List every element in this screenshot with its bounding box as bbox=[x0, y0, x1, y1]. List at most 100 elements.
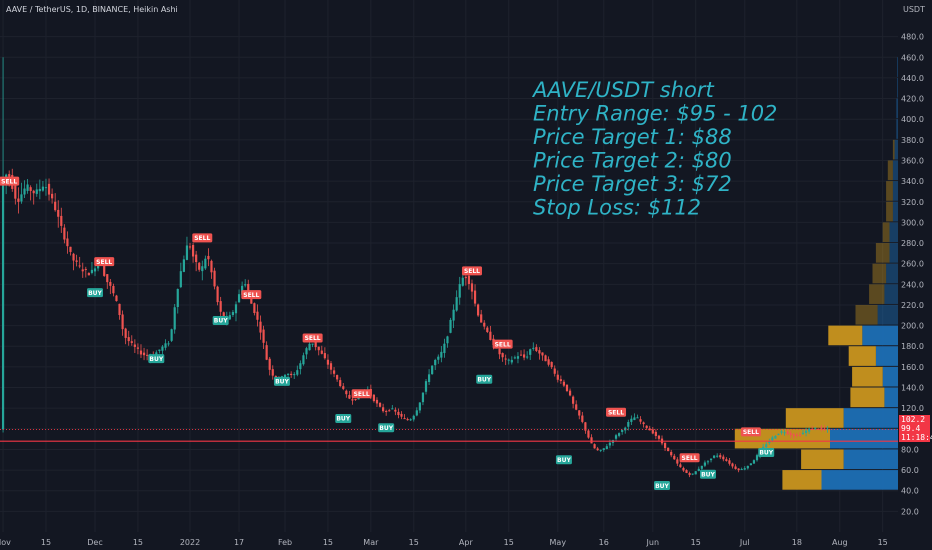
price-tag-label: 102.2 bbox=[901, 415, 925, 424]
candle-body bbox=[173, 307, 176, 330]
candle-body bbox=[700, 465, 703, 469]
candle-body bbox=[538, 350, 541, 354]
candle-body bbox=[1, 182, 5, 430]
x-tick-label: 15 bbox=[878, 538, 888, 547]
candle-body bbox=[470, 283, 474, 292]
candle-body bbox=[299, 363, 302, 370]
candle-body bbox=[60, 215, 63, 226]
candle-body bbox=[556, 374, 559, 380]
price-tag-bg bbox=[899, 415, 930, 424]
candle-body bbox=[314, 342, 317, 348]
candle-body bbox=[268, 358, 271, 370]
candle-body bbox=[234, 304, 238, 314]
candle-body bbox=[449, 319, 452, 333]
buy-signal: BUY bbox=[699, 469, 716, 479]
candle-body bbox=[811, 428, 814, 430]
y-tick-label: 240.0 bbox=[901, 280, 924, 289]
x-tick-label: May bbox=[550, 538, 567, 547]
candle-body bbox=[437, 356, 440, 360]
volume-bar-down bbox=[889, 243, 898, 263]
candle-body bbox=[250, 296, 253, 304]
candle-body bbox=[195, 254, 198, 263]
candle-body bbox=[167, 343, 170, 345]
y-tick-label: 480.0 bbox=[901, 33, 924, 42]
candle-body bbox=[305, 348, 308, 355]
candle-body bbox=[427, 374, 431, 382]
candle-body bbox=[709, 458, 713, 461]
candle-body bbox=[780, 431, 783, 433]
buy-signal: BUY bbox=[87, 288, 104, 298]
sell-signal: SELL bbox=[740, 427, 761, 437]
x-tick-label: 15 bbox=[691, 538, 701, 547]
x-tick-label: 15 bbox=[41, 538, 51, 547]
grid bbox=[0, 0, 898, 532]
candle-body bbox=[605, 446, 608, 449]
signal-label: BUY bbox=[336, 416, 350, 423]
volume-bar-up bbox=[872, 263, 887, 284]
candle-body bbox=[688, 473, 691, 476]
price-tag-label: 99.4 bbox=[901, 424, 920, 433]
candle-body bbox=[458, 284, 461, 298]
candle-body bbox=[575, 404, 578, 410]
candle-body bbox=[23, 188, 26, 195]
candle-body bbox=[685, 470, 688, 473]
candle-body bbox=[170, 329, 173, 341]
candle-body bbox=[526, 356, 529, 358]
candle-body bbox=[783, 432, 786, 434]
candles bbox=[1, 57, 829, 478]
candle-body bbox=[599, 449, 602, 451]
candle-body bbox=[734, 466, 737, 469]
volume-bar-up bbox=[892, 139, 895, 160]
signal-label: BUY bbox=[477, 376, 491, 383]
candle-body bbox=[519, 354, 523, 356]
candle-body bbox=[213, 270, 216, 287]
candle-body bbox=[121, 314, 124, 330]
signal-badge bbox=[461, 266, 482, 276]
signal-badge bbox=[0, 176, 20, 186]
x-tick-label: 15 bbox=[504, 538, 514, 547]
candle-body bbox=[326, 359, 330, 365]
candle-body bbox=[391, 408, 394, 410]
candle-body bbox=[41, 186, 45, 191]
candle-body bbox=[286, 373, 290, 375]
y-tick-label: 60.0 bbox=[901, 466, 919, 475]
signal-badge bbox=[212, 315, 229, 325]
price-tag-bg bbox=[899, 433, 930, 442]
candle-body bbox=[35, 189, 38, 194]
signal-label: SELL bbox=[464, 268, 480, 275]
annotation-line: Entry Range: $95 - 102 bbox=[533, 102, 777, 126]
candle-body bbox=[596, 448, 599, 451]
candle-body bbox=[431, 365, 434, 375]
y-tick-label: 20.0 bbox=[901, 507, 919, 516]
candle-body bbox=[719, 455, 722, 458]
signal-badge bbox=[679, 453, 700, 463]
annotation-line: Stop Loss: $112 bbox=[533, 196, 701, 220]
candle-body bbox=[498, 348, 501, 355]
volume-bar-down bbox=[897, 77, 898, 98]
candle-body bbox=[271, 369, 274, 376]
candle-body bbox=[231, 312, 235, 316]
x-tick-label: Jun bbox=[646, 538, 660, 547]
x-tick-label: Mar bbox=[363, 538, 379, 547]
volume-bar-up bbox=[886, 201, 893, 222]
volume-bar-down bbox=[896, 119, 898, 139]
volume-bar-up bbox=[782, 470, 822, 490]
candle-body bbox=[378, 402, 382, 407]
candle-body bbox=[654, 431, 657, 436]
candle-body bbox=[133, 344, 136, 347]
candle-body bbox=[630, 418, 633, 422]
candle-body bbox=[228, 315, 231, 320]
candle-body bbox=[191, 244, 195, 257]
volume-bar-up bbox=[887, 160, 893, 181]
candle-body bbox=[581, 415, 584, 422]
candle-body bbox=[823, 428, 826, 430]
candle-body bbox=[201, 266, 204, 272]
y-tick-label: 440.0 bbox=[901, 74, 924, 83]
candle-body bbox=[614, 435, 618, 439]
candle-body bbox=[553, 368, 556, 374]
candle-body bbox=[706, 461, 710, 463]
candle-body bbox=[608, 442, 612, 446]
candle-body bbox=[728, 460, 731, 464]
